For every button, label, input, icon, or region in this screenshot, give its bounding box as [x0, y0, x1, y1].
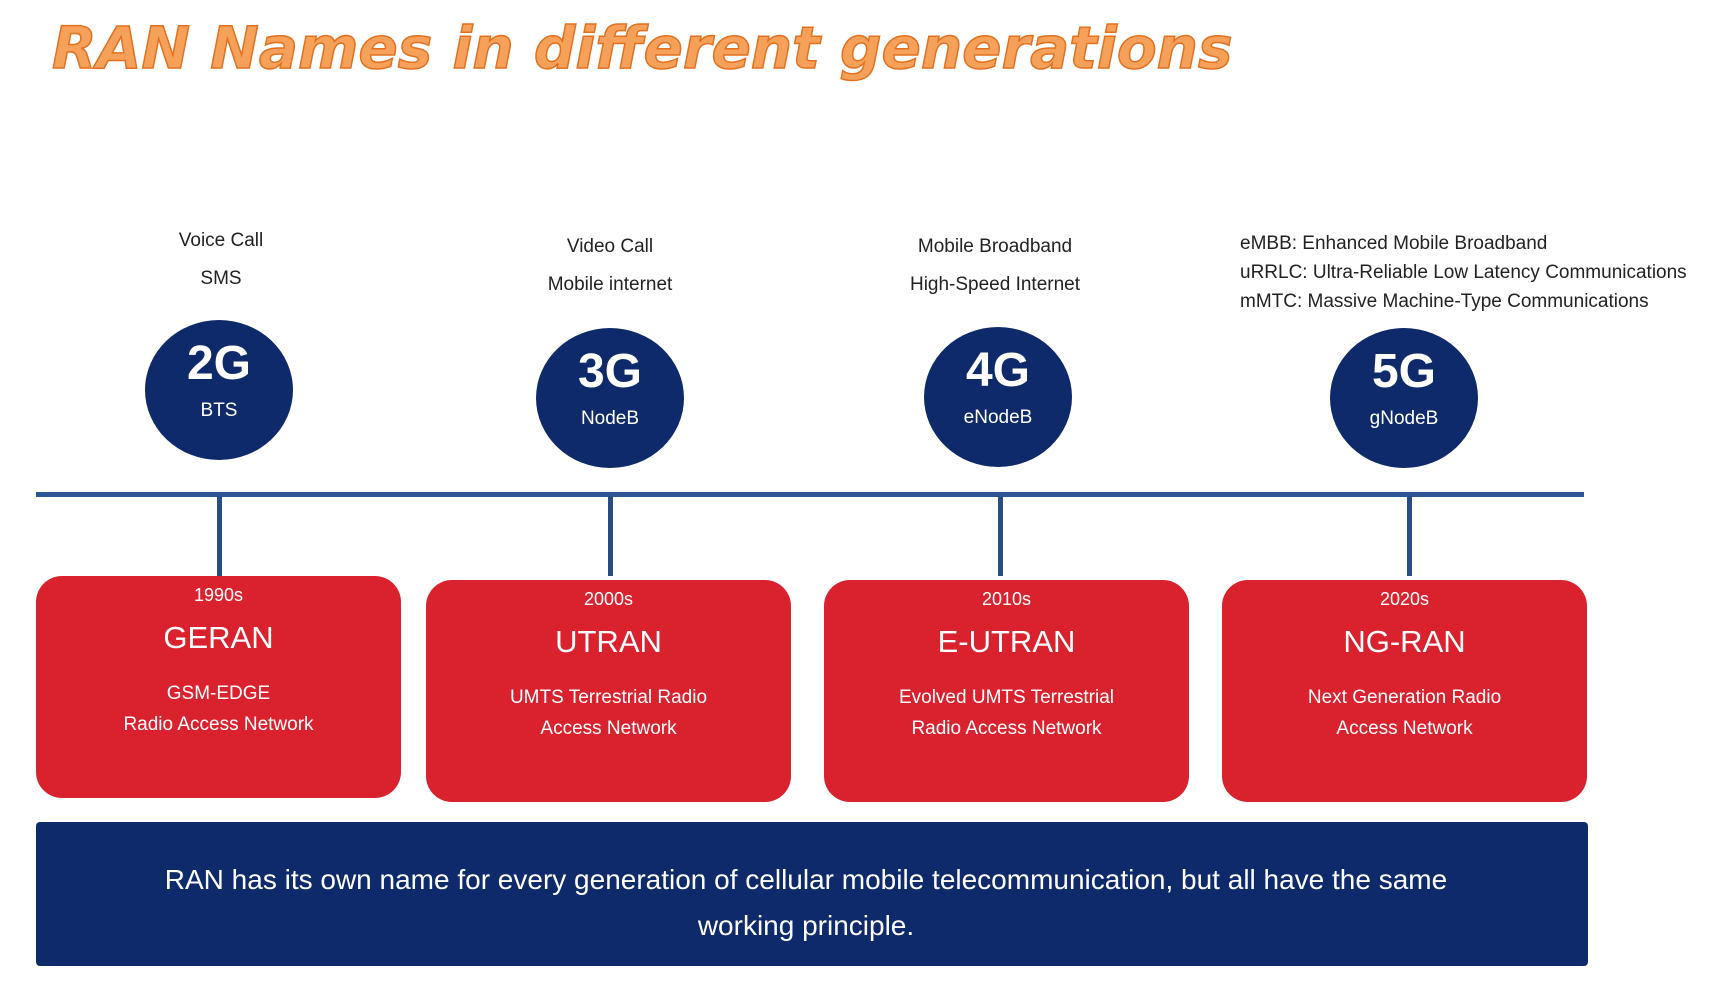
ran-full-name-line: UMTS Terrestrial Radio — [509, 687, 708, 708]
ran-name: UTRAN — [555, 624, 662, 659]
base-station-label: BTS — [200, 400, 238, 421]
ran-card-utran: 2000s UTRAN UMTS Terrestrial Radio Acces… — [426, 580, 791, 802]
use-item: Voice Call — [178, 230, 264, 251]
generation-label: 5G — [1371, 345, 1437, 398]
base-station-label: eNodeB — [963, 407, 1033, 428]
generation-circle-3g: 3G NodeB — [536, 328, 684, 468]
uses-2g: Voice Call SMS — [148, 222, 294, 298]
timeline-connector — [608, 496, 613, 576]
use-item: Mobile internet — [547, 274, 673, 295]
generation-circle-4g: 4G eNodeB — [924, 327, 1072, 467]
timeline-connector — [998, 496, 1003, 576]
use-item: Mobile Broadband — [917, 236, 1073, 257]
ran-full-name-line: Next Generation Radio — [1307, 687, 1502, 708]
generation-label: 4G — [965, 344, 1031, 397]
ran-card-e-utran: 2010s E-UTRAN Evolved UMTS Terrestrial R… — [824, 580, 1189, 802]
timeline-line — [36, 492, 1584, 497]
decade-label: 2020s — [1379, 589, 1430, 609]
ran-full-name-line: Access Network — [1336, 718, 1473, 739]
ran-full-name-line: Evolved UMTS Terrestrial — [898, 687, 1115, 708]
generation-circle-5g: 5G gNodeB — [1330, 328, 1478, 468]
ran-full-name: GSM-EDGE Radio Access Network — [36, 678, 401, 740]
timeline-connector — [1407, 496, 1412, 576]
ran-card-ng-ran: 2020s NG-RAN Next Generation Radio Acces… — [1222, 580, 1587, 802]
decade-label: 2010s — [981, 589, 1032, 609]
ran-full-name-line: GSM-EDGE — [166, 683, 271, 704]
ran-card-geran: 1990s GERAN GSM-EDGE Radio Access Networ… — [36, 576, 401, 798]
ran-full-name: Evolved UMTS Terrestrial Radio Access Ne… — [824, 682, 1189, 744]
summary-line: RAN has its own name for every generatio… — [164, 864, 1448, 895]
ran-full-name-line: Radio Access Network — [123, 714, 314, 735]
generation-label: 3G — [577, 345, 643, 398]
use-item: mMTC: Massive Machine-Type Communication… — [1240, 291, 1649, 312]
timeline-connector — [217, 496, 222, 576]
summary-banner: RAN has its own name for every generatio… — [36, 822, 1588, 966]
use-item: Video Call — [566, 236, 654, 257]
uses-3g: Video Call Mobile internet — [520, 228, 700, 304]
ran-full-name: Next Generation Radio Access Network — [1222, 682, 1587, 744]
base-station-label: gNodeB — [1369, 408, 1439, 429]
decade-label: 2000s — [583, 589, 634, 609]
ran-name: GERAN — [163, 620, 274, 655]
generation-label: 2G — [186, 337, 252, 390]
use-item: eMBB: Enhanced Mobile Broadband — [1240, 233, 1548, 254]
ran-full-name-line: Access Network — [540, 718, 677, 739]
summary-text: RAN has its own name for every generatio… — [106, 857, 1506, 949]
page-title: RAN Names in different generations — [51, 13, 1233, 83]
ran-name: NG-RAN — [1343, 624, 1466, 659]
decade-label: 1990s — [193, 585, 244, 605]
uses-4g: Mobile Broadband High-Speed Internet — [890, 228, 1100, 304]
use-item: uRRLC: Ultra-Reliable Low Latency Commun… — [1240, 262, 1687, 283]
ran-full-name: UMTS Terrestrial Radio Access Network — [426, 682, 791, 744]
base-station-label: NodeB — [580, 408, 640, 429]
summary-line: working principle. — [697, 910, 915, 941]
generation-circle-2g: 2G BTS — [145, 320, 293, 460]
use-item: SMS — [200, 268, 242, 289]
uses-5g: eMBB: Enhanced Mobile Broadband uRRLC: U… — [1240, 229, 1710, 316]
ran-name: E-UTRAN — [937, 624, 1076, 659]
use-item: High-Speed Internet — [909, 274, 1081, 295]
ran-full-name-line: Radio Access Network — [911, 718, 1102, 739]
